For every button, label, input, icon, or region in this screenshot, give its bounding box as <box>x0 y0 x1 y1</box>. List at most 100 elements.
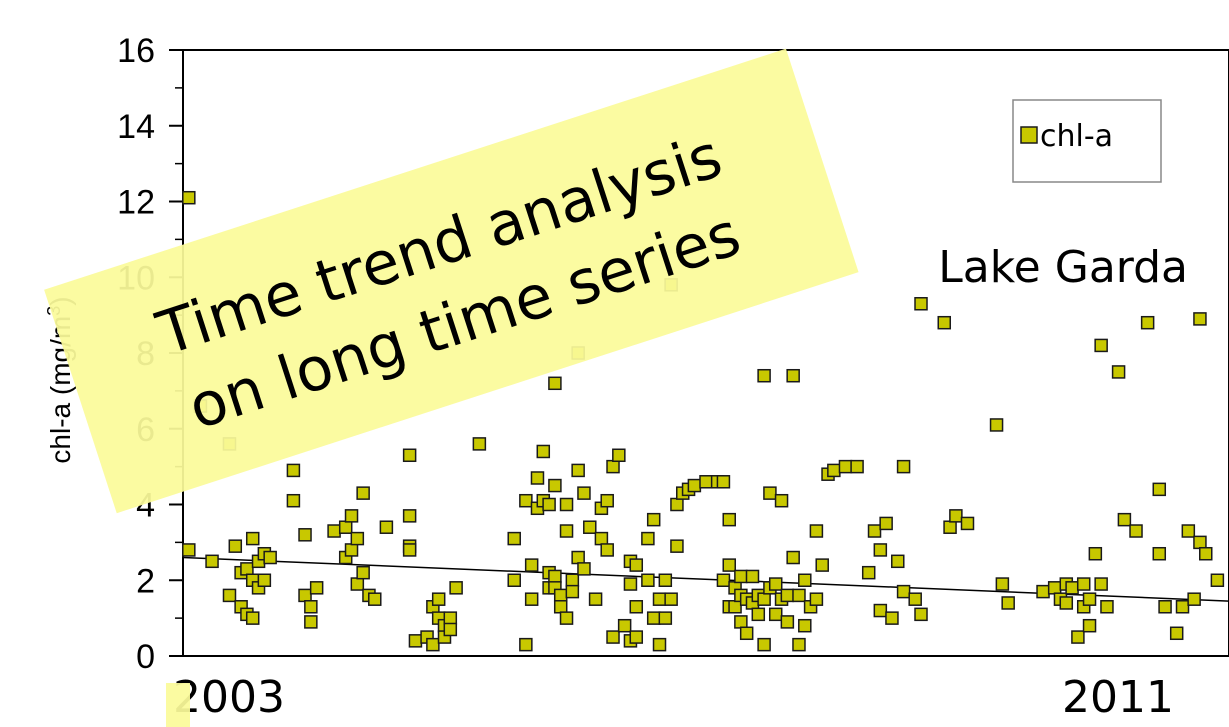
data-point <box>768 577 783 591</box>
data-point <box>402 509 417 523</box>
data-point <box>338 520 353 534</box>
data-point <box>768 607 783 622</box>
data-point <box>524 592 539 606</box>
y-tick-label: 0 <box>136 638 155 676</box>
x-label-start: 2003 <box>173 672 285 723</box>
data-point <box>885 611 899 625</box>
data-point <box>443 611 458 625</box>
data-point <box>368 592 382 606</box>
data-point <box>1117 512 1132 527</box>
data-point <box>600 543 614 557</box>
data-point <box>612 448 626 463</box>
data-point <box>1152 482 1167 497</box>
data-point <box>815 558 829 572</box>
data-point <box>524 558 539 572</box>
data-point <box>1094 577 1108 591</box>
data-point <box>559 524 574 538</box>
data-point <box>629 600 644 614</box>
x-label-end: 2011 <box>1062 672 1174 723</box>
y-tick-label: 2 <box>136 562 155 600</box>
data-point <box>734 615 748 629</box>
data-point <box>786 550 800 565</box>
data-point <box>670 497 684 512</box>
data-point <box>356 565 370 580</box>
data-point <box>949 509 963 523</box>
data-point <box>937 315 952 330</box>
data-point <box>623 577 638 591</box>
data-point <box>408 634 423 648</box>
y-tick-label: 12 <box>117 184 155 222</box>
data-point <box>1094 338 1108 353</box>
data-point <box>798 618 812 633</box>
data-point <box>792 637 806 652</box>
data-point <box>182 543 196 557</box>
data-point <box>658 573 673 587</box>
data-point <box>1071 630 1085 644</box>
data-point <box>559 611 574 625</box>
data-point <box>757 637 771 652</box>
data-point <box>989 418 1004 432</box>
data-point <box>1193 535 1207 550</box>
data-point <box>542 497 556 512</box>
data-point <box>757 592 771 606</box>
data-point <box>914 297 928 311</box>
data-point <box>670 539 684 553</box>
data-point <box>873 603 888 618</box>
data-point <box>687 478 702 493</box>
data-point <box>1158 600 1172 614</box>
data-point <box>286 493 301 508</box>
data-point <box>245 531 260 546</box>
data-point <box>577 486 591 500</box>
data-point <box>629 558 644 572</box>
lake-annotation: Lake Garda <box>938 242 1188 293</box>
data-point <box>606 630 620 644</box>
data-point <box>1175 600 1190 614</box>
data-point <box>641 531 655 546</box>
data-point <box>1210 573 1225 587</box>
data-point <box>798 573 812 587</box>
data-point <box>182 190 196 205</box>
data-point <box>652 637 667 652</box>
data-point <box>896 584 911 599</box>
data-point <box>344 543 359 557</box>
data-point <box>792 588 806 603</box>
data-points <box>182 190 1225 652</box>
data-point <box>606 459 620 474</box>
data-point <box>553 588 568 603</box>
data-point <box>780 588 795 603</box>
banner-background <box>44 48 859 514</box>
data-point <box>734 569 748 584</box>
data-point <box>774 493 789 508</box>
data-point <box>530 471 545 485</box>
data-point <box>664 592 678 606</box>
data-point <box>861 565 876 580</box>
data-point <box>1082 592 1097 606</box>
data-point <box>873 543 888 557</box>
data-point <box>1082 618 1097 633</box>
data-point <box>763 486 777 500</box>
data-point <box>565 584 580 599</box>
data-point <box>658 611 673 625</box>
data-point <box>751 607 766 622</box>
data-point <box>914 607 928 622</box>
data-point <box>298 528 312 542</box>
data-point <box>583 520 597 534</box>
data-point <box>867 524 882 538</box>
data-point <box>240 562 254 576</box>
data-point <box>809 524 824 538</box>
data-point <box>646 611 661 625</box>
data-point <box>722 558 736 572</box>
data-point <box>588 592 603 606</box>
data-point <box>327 524 341 538</box>
data-point <box>426 637 440 652</box>
data-point <box>1199 546 1213 561</box>
data-point <box>1047 581 1062 595</box>
data-point <box>472 437 487 451</box>
data-point <box>757 368 771 383</box>
data-point <box>559 497 574 512</box>
data-point <box>1129 524 1143 538</box>
data-point <box>1076 577 1091 591</box>
data-point <box>716 475 731 489</box>
data-point <box>641 573 655 587</box>
data-point <box>879 516 893 531</box>
